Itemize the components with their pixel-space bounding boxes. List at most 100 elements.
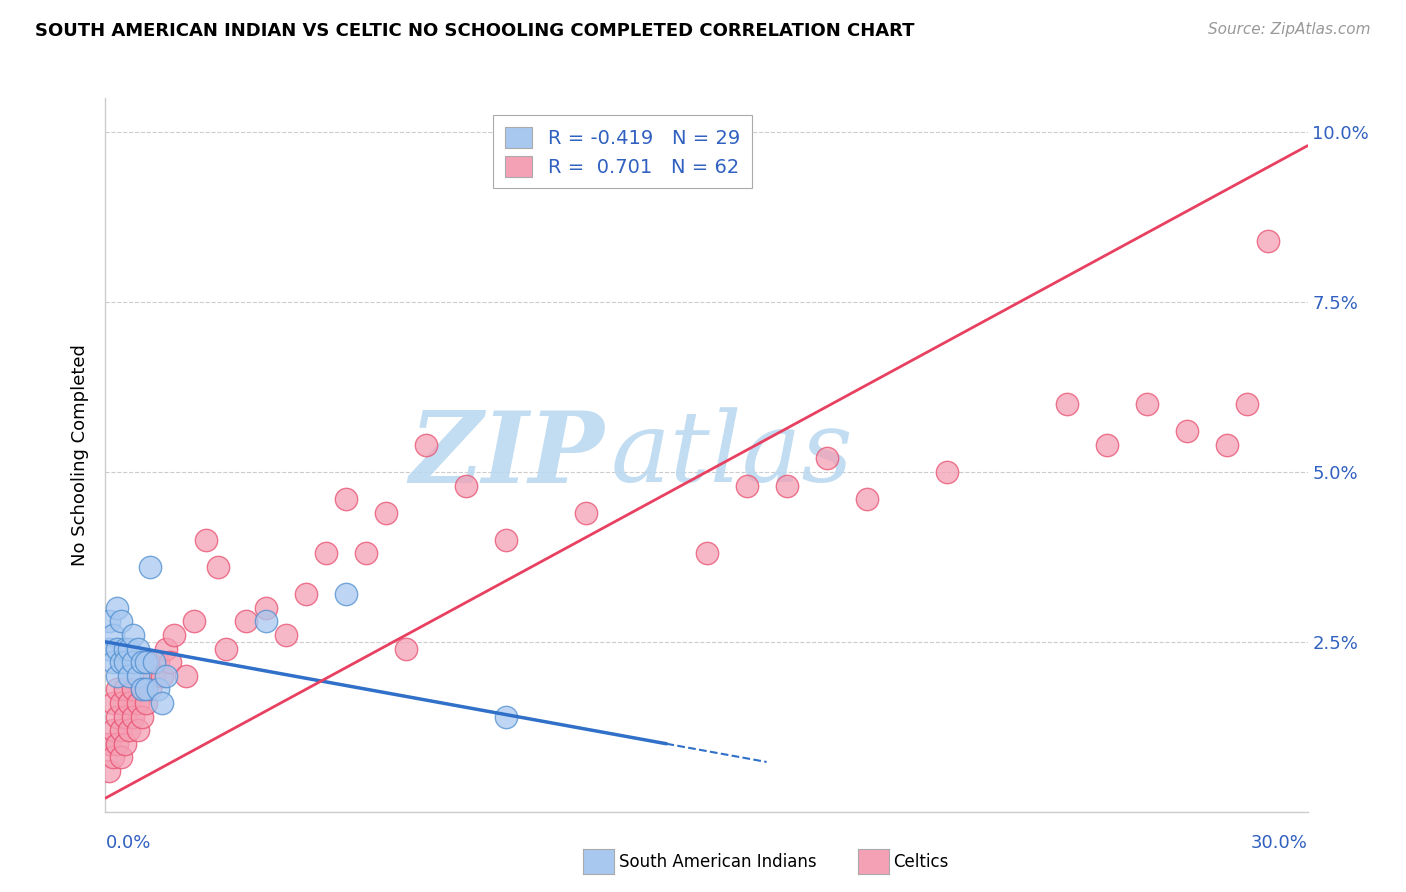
Point (107, 669, 129, 683)
Point (103, 628, 125, 642)
Text: Source: ZipAtlas.com: Source: ZipAtlas.com (1208, 22, 1371, 37)
Point (1136, 397, 1159, 411)
Point (335, 492, 357, 507)
Point (735, 478, 758, 492)
Point (254, 600, 277, 615)
Point (214, 641, 236, 656)
Legend: R = -0.419   N = 29, R =  0.701   N = 62: R = -0.419 N = 29, R = 0.701 N = 62 (494, 115, 752, 188)
Point (142, 655, 165, 669)
Point (135, 696, 157, 710)
Point (127, 696, 149, 710)
Point (235, 615, 257, 629)
Point (131, 682, 153, 697)
Text: South American Indians: South American Indians (619, 853, 817, 871)
Point (495, 533, 517, 547)
Point (135, 655, 157, 669)
Point (118, 723, 141, 738)
Point (114, 655, 136, 669)
Point (1056, 397, 1078, 411)
Point (194, 533, 217, 547)
Point (131, 709, 153, 723)
Point (696, 546, 718, 560)
Point (315, 546, 337, 560)
Point (1257, 234, 1279, 248)
Point (103, 655, 125, 669)
Point (107, 709, 129, 723)
Point (98, 737, 121, 751)
Point (107, 737, 129, 751)
Point (103, 696, 125, 710)
Point (107, 682, 129, 697)
Point (122, 655, 145, 669)
Point (114, 682, 136, 697)
Point (207, 560, 229, 574)
Point (131, 655, 153, 669)
Y-axis label: No Schooling Completed: No Schooling Completed (72, 344, 90, 566)
Point (335, 587, 357, 601)
Point (1236, 397, 1258, 411)
Point (1216, 438, 1239, 452)
Point (127, 723, 149, 738)
Point (155, 641, 177, 656)
Point (122, 682, 145, 697)
Point (127, 669, 149, 683)
Point (122, 628, 145, 642)
Point (110, 615, 132, 629)
Point (183, 615, 205, 629)
Point (174, 669, 197, 683)
Point (110, 655, 132, 669)
Point (138, 560, 160, 574)
Point (114, 641, 136, 656)
Point (150, 669, 173, 683)
Point (98, 615, 121, 629)
Point (146, 682, 169, 697)
Point (98, 641, 121, 656)
Text: 0.0%: 0.0% (105, 834, 150, 852)
Point (855, 492, 877, 507)
Point (118, 696, 141, 710)
Point (374, 506, 398, 520)
Point (107, 600, 129, 615)
Point (575, 506, 598, 520)
Point (135, 655, 157, 669)
Point (110, 723, 132, 738)
Point (122, 709, 145, 723)
Text: Celtics: Celtics (893, 853, 948, 871)
Point (1097, 438, 1119, 452)
Point (354, 546, 377, 560)
Point (131, 682, 153, 697)
Point (295, 587, 318, 601)
Point (98, 764, 121, 778)
Point (1177, 424, 1199, 438)
Point (395, 641, 418, 656)
Point (415, 438, 437, 452)
Point (114, 709, 136, 723)
Point (454, 478, 477, 492)
Point (110, 696, 132, 710)
Point (103, 750, 125, 764)
Point (118, 669, 141, 683)
Point (274, 628, 297, 642)
Point (118, 641, 141, 656)
Point (107, 641, 129, 656)
Point (776, 478, 799, 492)
Point (254, 615, 277, 629)
Text: SOUTH AMERICAN INDIAN VS CELTIC NO SCHOOLING COMPLETED CORRELATION CHART: SOUTH AMERICAN INDIAN VS CELTIC NO SCHOO… (35, 22, 915, 40)
Point (114, 737, 136, 751)
Point (150, 696, 173, 710)
Text: 30.0%: 30.0% (1251, 834, 1308, 852)
Point (146, 655, 169, 669)
Point (110, 750, 132, 764)
Point (135, 682, 157, 697)
Point (815, 451, 838, 466)
Point (162, 628, 184, 642)
Point (127, 641, 149, 656)
Point (495, 709, 517, 723)
Text: atlas: atlas (610, 408, 853, 502)
Point (936, 465, 959, 479)
Point (103, 723, 125, 738)
Point (159, 655, 181, 669)
Point (142, 669, 165, 683)
Point (138, 682, 160, 697)
Text: ZIP: ZIP (409, 407, 605, 503)
